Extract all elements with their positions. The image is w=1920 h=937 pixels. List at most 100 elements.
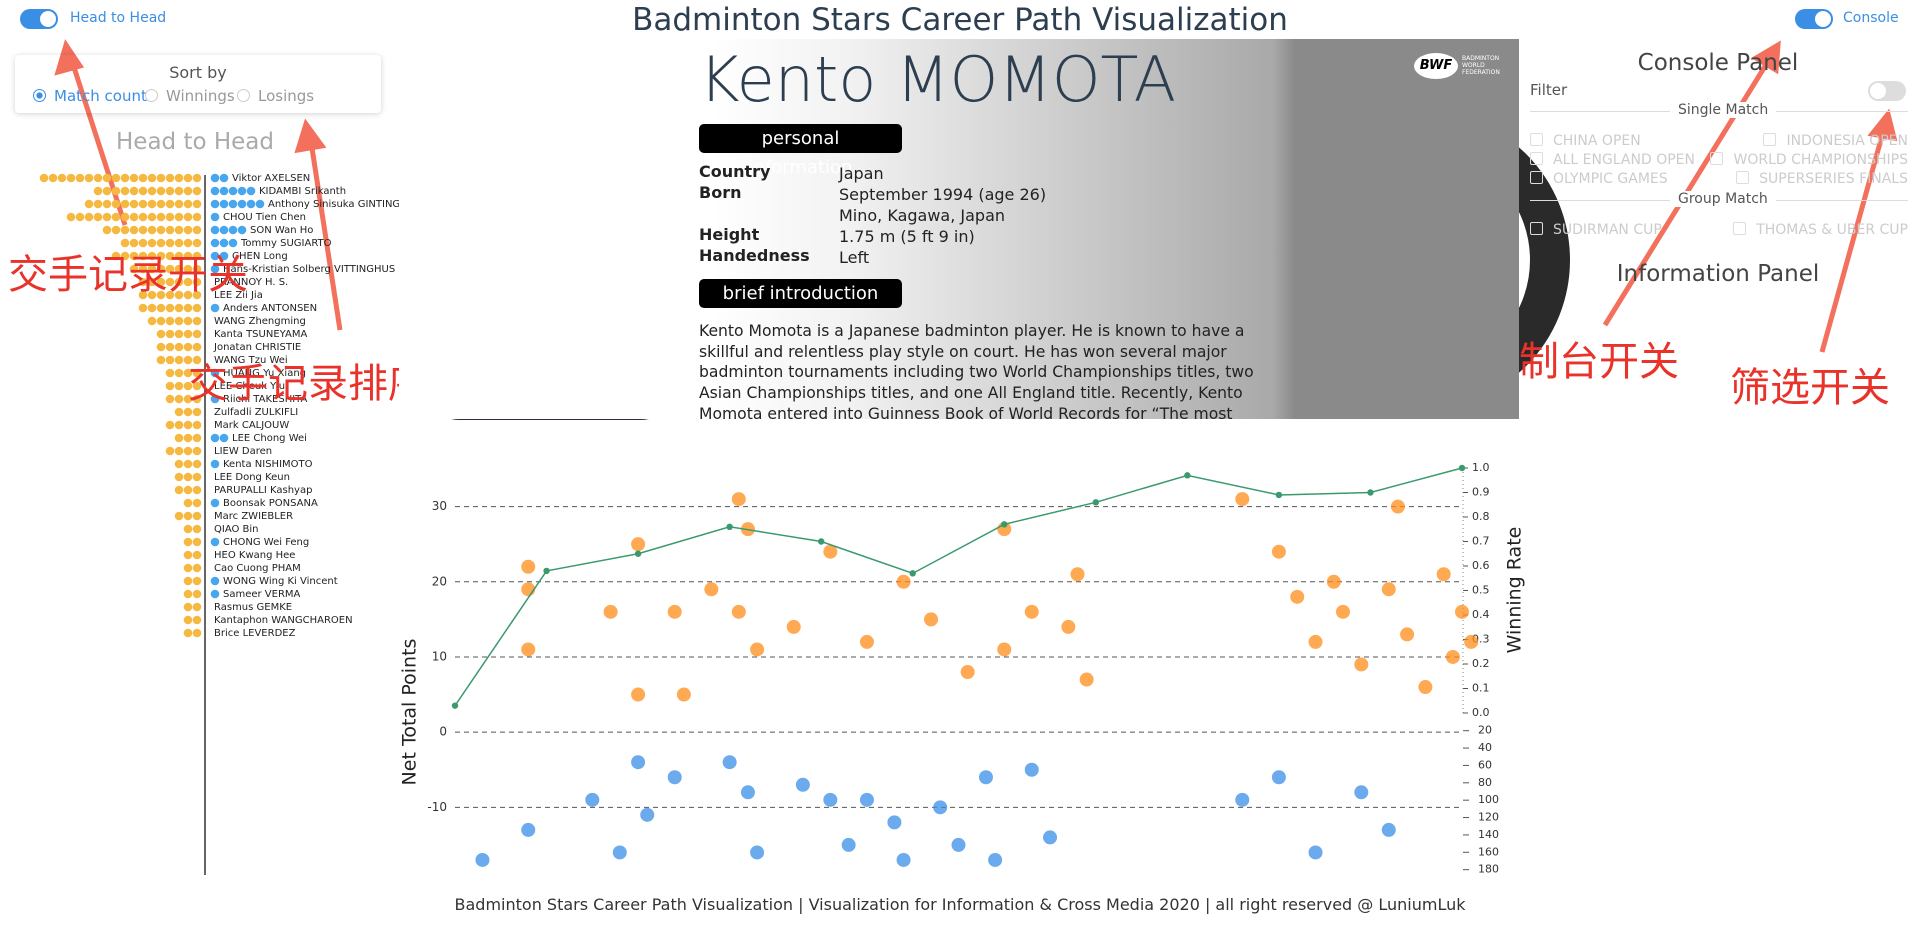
sort-option[interactable]: Losings [237, 87, 314, 105]
win-dot [156, 329, 166, 339]
win-dot [165, 394, 175, 404]
player-name: KIDAMBI Srikanth [259, 186, 346, 197]
win-dot [165, 199, 175, 209]
y3-tick-label: 60 [1478, 758, 1492, 771]
win-dot [156, 212, 166, 222]
toggle-label[interactable]: Console [1843, 10, 1899, 26]
checkbox-label[interactable]: THOMAS & UBER CUP [1756, 222, 1908, 238]
win-dot [183, 446, 193, 456]
player-name: LEE Zii Jia [214, 290, 263, 301]
scatter-point [1354, 785, 1369, 800]
line-point [1458, 464, 1466, 472]
scatter-point [1079, 672, 1094, 687]
loss-dot [228, 238, 238, 248]
scatter-point [1271, 544, 1286, 559]
scatter-point [750, 642, 765, 657]
information-title: Information Panel [1616, 261, 1820, 287]
win-dot [120, 238, 130, 248]
win-dot [156, 238, 166, 248]
win-dot [183, 628, 193, 638]
filter-checkbox[interactable]: SUDIRMAN CUP [1530, 222, 1662, 238]
option-label[interactable]: Winnings [166, 87, 235, 105]
scatter-point [896, 574, 911, 589]
loss-dot [210, 303, 220, 313]
sort-title: Sort by [169, 63, 227, 82]
win-dot [111, 173, 121, 183]
scatter-point [1024, 762, 1039, 777]
checkbox-label[interactable]: OLYMPIC GAMES [1553, 171, 1668, 187]
filter-checkbox[interactable]: CHINA OPEN [1530, 133, 1641, 149]
y2-axis-title: Winning Rate [1504, 527, 1526, 654]
win-dot [192, 498, 202, 508]
y3-tick-label: 160 [1478, 845, 1499, 858]
filter-checkbox[interactable]: SUPERSERIES FINALS [1736, 171, 1908, 187]
filter-checkbox[interactable]: OLYMPIC GAMES [1530, 171, 1668, 187]
line-point [817, 538, 825, 545]
scatter-point [1235, 792, 1250, 807]
filter-toggle[interactable] [1868, 81, 1906, 101]
filter-checkbox[interactable]: THOMAS & UBER CUP [1733, 222, 1908, 238]
checkbox-label[interactable]: SUPERSERIES FINALS [1759, 171, 1908, 187]
player-name: CHOU Tien Chen [223, 212, 306, 223]
field-value: Mino, Kagawa, Japan [839, 206, 1006, 225]
win-dot [183, 342, 193, 352]
sort-option[interactable]: Match count [33, 87, 147, 105]
win-dot [183, 212, 193, 222]
toggle-label[interactable]: Head to Head [70, 10, 167, 26]
filter-checkbox[interactable]: ALL ENGLAND OPEN [1530, 152, 1695, 168]
win-dot [192, 524, 202, 534]
win-dot [138, 199, 148, 209]
loss-dot [228, 186, 238, 196]
field-label: Born [699, 183, 742, 202]
win-dot [174, 316, 184, 326]
win-dot [129, 264, 139, 274]
scatter-point [731, 604, 746, 619]
win-dot [129, 173, 139, 183]
win-dot [156, 277, 166, 287]
player-name: Kento MOMOTA [699, 43, 1177, 116]
win-dot [192, 407, 202, 417]
player-name: WANG Tzu Wei [214, 355, 288, 366]
scatter-point [997, 642, 1012, 657]
annotation: 筛选开关 [1730, 365, 1890, 411]
win-dot [120, 225, 130, 235]
win-dot [156, 355, 166, 365]
win-dot [156, 303, 166, 313]
head-to-head-toggle[interactable] [20, 9, 58, 29]
loss-dot [210, 589, 220, 599]
win-dot [192, 173, 202, 183]
checkbox-label[interactable]: ALL ENGLAND OPEN [1553, 152, 1695, 168]
win-dot [183, 511, 193, 521]
checkbox-label[interactable]: INDONESIA OPEN [1786, 133, 1908, 149]
logo-caption-line: BADMINTON [1462, 55, 1500, 62]
scatter-point [740, 785, 755, 800]
win-dot [147, 225, 157, 235]
console-toggle[interactable] [1795, 9, 1833, 29]
scatter-point [521, 559, 536, 574]
y3-tick-label: 80 [1478, 776, 1492, 789]
checkbox-label[interactable]: SUDIRMAN CUP [1553, 222, 1662, 238]
win-dot [174, 277, 184, 287]
filter-checkbox[interactable]: WORLD CHAMPIONSHIPS [1710, 152, 1908, 168]
y2-tick-label: 1.0 [1472, 461, 1490, 474]
loss-dot [210, 251, 220, 261]
win-dot [183, 563, 193, 573]
filter-checkbox[interactable]: INDONESIA OPEN [1763, 133, 1908, 149]
win-dot [138, 251, 148, 261]
option-label[interactable]: Match count [54, 87, 147, 105]
win-dot [120, 251, 130, 261]
player-name: LEE Dong Keun [214, 472, 290, 483]
option-label[interactable]: Losings [258, 87, 315, 105]
sort-option[interactable]: Winnings [145, 87, 235, 105]
win-dot [183, 251, 193, 261]
checkbox-label[interactable]: CHINA OPEN [1553, 133, 1641, 149]
loss-dot [210, 212, 220, 222]
head-to-head-title: Head to Head [116, 129, 274, 155]
scatter-point [585, 792, 600, 807]
win-dot [147, 186, 157, 196]
player-name: Marc ZWIEBLER [214, 511, 293, 522]
player-name: PARUPALLI Kashyap [214, 485, 312, 496]
win-dot [147, 316, 157, 326]
checkbox-label[interactable]: WORLD CHAMPIONSHIPS [1733, 152, 1908, 168]
win-dot [183, 550, 193, 560]
